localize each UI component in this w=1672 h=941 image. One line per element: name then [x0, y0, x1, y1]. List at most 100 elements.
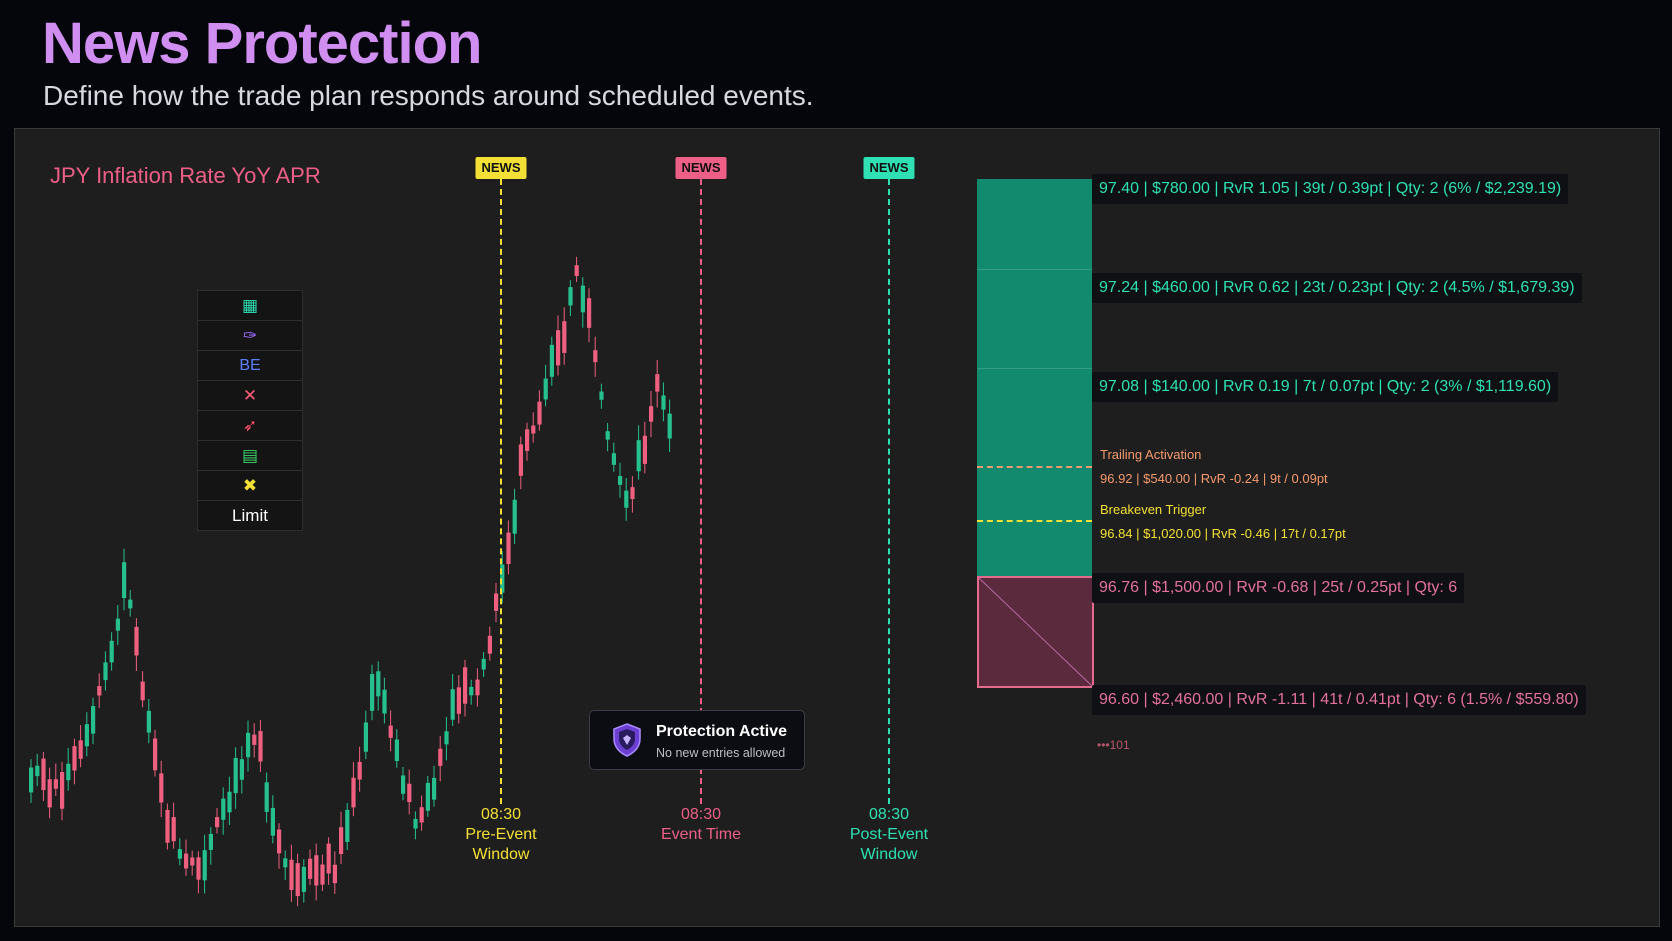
post-event-label-line1: Post-Event — [849, 826, 929, 843]
candle-body — [382, 689, 387, 714]
pre-event-line — [500, 179, 502, 804]
candle-body — [562, 321, 567, 353]
rocket-button[interactable]: ➶ — [198, 411, 302, 441]
candle-body — [438, 748, 443, 766]
wallet-button[interactable]: ▤ — [198, 441, 302, 471]
trade-toolbar: ▦ ✑ BE ✕ ➶ ▤ ✖ Limit — [197, 290, 303, 531]
event-time-time: 08:30 — [680, 806, 722, 823]
calculator-button[interactable]: ▦ — [198, 291, 302, 321]
close-icon: ✕ — [242, 385, 258, 405]
protection-status-card: Protection Active No new entries allowed — [589, 710, 805, 770]
candle-body — [518, 444, 523, 476]
candle-body — [475, 679, 480, 696]
candle-body — [599, 391, 604, 400]
candle-body — [301, 866, 306, 892]
take-profit-zone[interactable] — [977, 179, 1092, 576]
candle-body — [184, 853, 189, 869]
candle-body — [432, 777, 437, 800]
candle-body — [574, 265, 579, 276]
candle-body — [388, 725, 393, 738]
post-event-label: 08:30 Post-Event Window — [819, 805, 959, 865]
candle-body — [159, 773, 164, 803]
candle-body — [246, 732, 251, 758]
candlestick-chart[interactable] — [15, 129, 1659, 926]
candle-body — [122, 562, 127, 598]
candle-body — [146, 710, 151, 733]
candle-body — [320, 864, 325, 885]
calculator-icon: ▦ — [241, 295, 259, 315]
candle-body — [580, 285, 585, 313]
pin-button[interactable]: ✑ — [198, 321, 302, 351]
candle-body — [140, 681, 145, 701]
candle-body — [401, 775, 406, 794]
candle-body — [394, 739, 399, 762]
more-indicator: •••101 — [1097, 738, 1130, 752]
candle-body — [78, 740, 83, 759]
protection-subtitle: No new entries allowed — [656, 746, 786, 760]
candle-body — [215, 817, 220, 828]
candle-body — [351, 777, 356, 808]
candle-body — [593, 350, 598, 363]
candle-body — [314, 855, 319, 886]
tp1-divider — [977, 368, 1092, 369]
limit-label: Limit — [232, 505, 268, 525]
candle-body — [481, 658, 486, 670]
candle-body — [233, 757, 238, 794]
close-position-button[interactable]: ✕ — [198, 381, 302, 411]
candle-body — [252, 734, 257, 745]
candle-body — [171, 817, 176, 842]
event-time-line — [700, 179, 702, 804]
candle-body — [370, 674, 375, 711]
candle-body — [295, 863, 300, 897]
stop-loss-label[interactable]: 96.60 | $2,460.00 | RvR -1.11 | 41t / 0.… — [1092, 685, 1586, 715]
trailing-activation-value: 96.92 | $540.00 | RvR -0.24 | 9t / 0.09p… — [1100, 471, 1328, 486]
candle-body — [543, 378, 548, 400]
candle-body — [363, 722, 368, 752]
pre-event-label-line2: Window — [472, 846, 530, 863]
candle-body — [419, 807, 424, 823]
trailing-activation-line[interactable] — [977, 466, 1092, 468]
page-subtitle: Define how the trade plan responds aroun… — [43, 80, 814, 111]
breakeven-trigger-line[interactable] — [977, 520, 1092, 522]
news-tag-pre-event[interactable]: NEWS — [475, 157, 527, 179]
take-profit-2-label[interactable]: 97.24 | $460.00 | RvR 0.62 | 23t / 0.23p… — [1092, 273, 1582, 303]
candle-body — [60, 772, 65, 809]
candle-body — [444, 731, 449, 745]
news-tag-post-event[interactable]: NEWS — [863, 157, 915, 179]
event-time-label-line1: Event Time — [660, 826, 742, 843]
candle-body — [661, 395, 666, 410]
candle-body — [177, 849, 182, 859]
candle-body — [29, 767, 34, 793]
post-event-line — [888, 179, 890, 804]
wallet-icon: ▤ — [241, 445, 259, 465]
pin-icon: ✑ — [242, 325, 258, 345]
candle-body — [277, 829, 282, 854]
stop-loss-zone[interactable] — [977, 576, 1094, 688]
candle-body — [407, 783, 412, 803]
page-title: News Protection — [42, 11, 482, 76]
candle-body — [103, 662, 108, 681]
pre-event-label-line1: Pre-Event — [465, 826, 537, 843]
candle-body — [642, 435, 647, 464]
candle-body — [525, 429, 530, 451]
breakeven-trigger-title: Breakeven Trigger — [1100, 502, 1207, 517]
limit-button[interactable]: Limit — [198, 501, 302, 530]
candle-body — [413, 818, 418, 829]
candle-body — [357, 761, 362, 780]
candle-body — [84, 724, 89, 747]
candle-body — [283, 858, 288, 868]
candle-body — [487, 635, 492, 654]
take-profit-3-label[interactable]: 97.40 | $780.00 | RvR 1.05 | 39t / 0.39p… — [1092, 174, 1569, 204]
candle-body — [376, 671, 381, 697]
candle-body — [41, 758, 46, 791]
breakeven-button[interactable]: BE — [198, 351, 302, 381]
candle-body — [469, 686, 474, 696]
entry-level-label[interactable]: 96.76 | $1,500.00 | RvR -0.68 | 25t / 0.… — [1092, 573, 1465, 603]
chart-panel[interactable]: JPY Inflation Rate YoY APR NEWS 08:30 Pr… — [14, 128, 1660, 927]
take-profit-1-label[interactable]: 97.08 | $140.00 | RvR 0.19 | 7t / 0.07pt… — [1092, 372, 1559, 402]
news-tag-event-time[interactable]: NEWS — [675, 157, 727, 179]
tp2-divider — [977, 269, 1092, 270]
candle-body — [549, 344, 554, 377]
candle-body — [72, 746, 77, 771]
tools-button[interactable]: ✖ — [198, 471, 302, 501]
